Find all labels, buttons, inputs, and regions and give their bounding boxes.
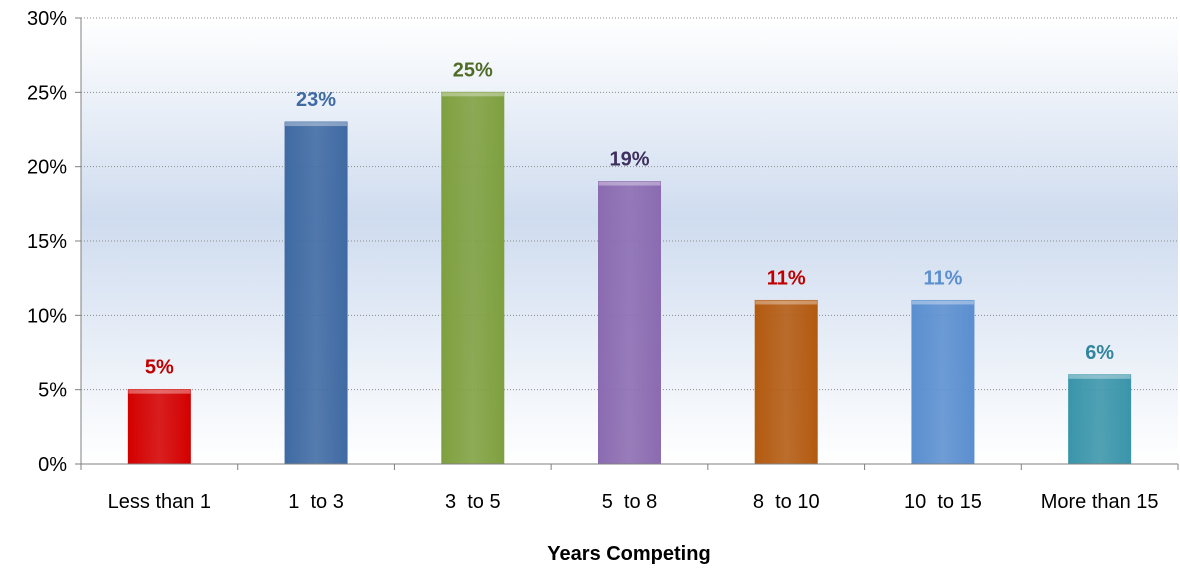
- y-tick-label: 0%: [38, 454, 67, 476]
- category-label: 8 to 10: [753, 491, 820, 513]
- y-tick-label: 10%: [27, 305, 67, 327]
- data-label: 19%: [609, 149, 649, 171]
- bar: [911, 299, 975, 465]
- y-tick-labels: 0% 5% 10% 15% 20% 25% 30%: [27, 8, 67, 476]
- y-tick-label: 30%: [27, 8, 67, 30]
- bar: [754, 299, 818, 465]
- bar: [598, 181, 661, 465]
- bar-highlight: [441, 92, 504, 97]
- bar-highlight: [755, 300, 818, 305]
- bar-highlight: [911, 300, 974, 305]
- category-label: 1 to 3: [288, 491, 344, 513]
- data-label: 25%: [453, 59, 493, 81]
- bar: [127, 389, 191, 465]
- bar: [441, 91, 505, 465]
- data-label: 5%: [145, 357, 174, 379]
- category-label: 3 to 5: [445, 491, 501, 513]
- bar-highlight: [598, 181, 661, 186]
- category-label: More than 15: [1041, 491, 1159, 513]
- category-label: Less than 1: [108, 491, 211, 513]
- category-label: 10 to 15: [904, 491, 982, 513]
- y-tick-label: 20%: [27, 157, 67, 179]
- data-labels: 5% 23% 25% 19% 11% 11% 6%: [145, 59, 1114, 378]
- data-label: 11%: [767, 267, 806, 289]
- bar-highlight: [285, 122, 348, 127]
- bar: [1068, 374, 1132, 465]
- x-axis-title: Years Competing: [547, 543, 710, 565]
- axes: [75, 17, 1179, 470]
- category-label: 5 to 8: [602, 491, 658, 513]
- bar-highlight: [1068, 374, 1131, 379]
- bar-highlight: [128, 389, 191, 394]
- y-tick-label: 25%: [27, 82, 67, 104]
- bars: [127, 91, 1132, 465]
- data-label: 23%: [296, 89, 336, 111]
- bar: [284, 121, 348, 465]
- category-labels: Less than 1 1 to 3 3 to 5 5 to 8 8 to 10 10 t…: [108, 491, 1159, 513]
- data-label: 6%: [1085, 342, 1114, 364]
- y-tick-label: 15%: [27, 231, 67, 253]
- data-label: 11%: [923, 267, 962, 289]
- y-tick-label: 5%: [38, 380, 67, 402]
